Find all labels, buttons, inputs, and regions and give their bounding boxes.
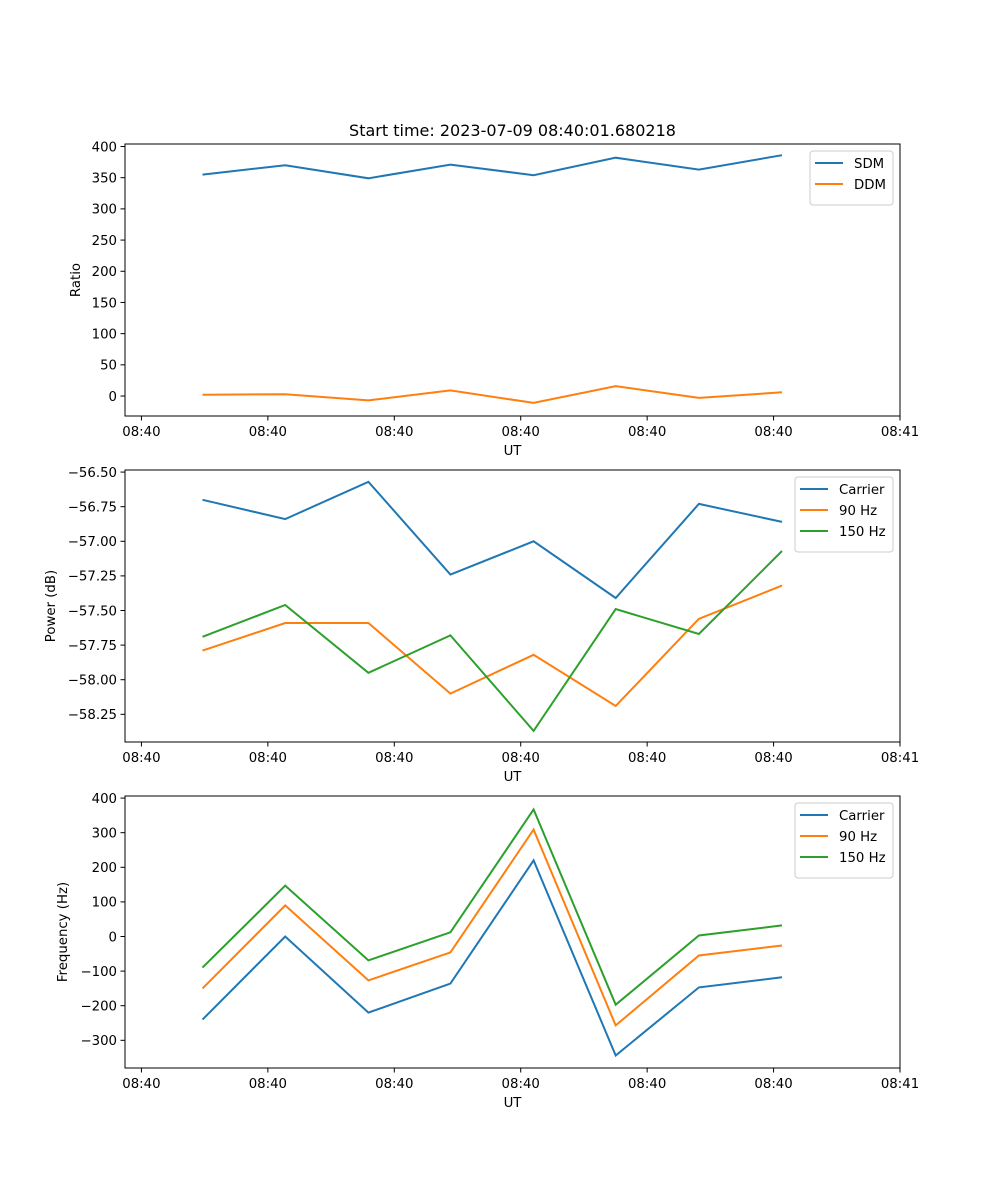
y-tick-label: −200 xyxy=(80,1000,117,1015)
legend-label: 150 Hz xyxy=(839,525,886,540)
legend-label: SDM xyxy=(854,157,884,172)
y-tick-label: −57.50 xyxy=(68,604,117,619)
y-tick-label: 0 xyxy=(109,390,117,405)
legend-label: Carrier xyxy=(839,809,885,824)
x-axis-label: UT xyxy=(504,770,523,785)
legend: Carrier 90 Hz 150 Hz xyxy=(794,802,894,879)
y-tick-label: −56.50 xyxy=(68,466,117,481)
legend-label: Carrier xyxy=(839,483,885,498)
x-axis-label: UT xyxy=(504,444,523,459)
x-tick-label: 08:40 xyxy=(122,425,160,440)
y-tick-label: 150 xyxy=(92,296,117,311)
x-tick-label: 08:40 xyxy=(122,1077,160,1092)
y-tick-label: −57.00 xyxy=(68,535,117,550)
series-line-carrier xyxy=(201,858,783,1058)
x-axis-label: UT xyxy=(504,1096,523,1111)
y-tick-label: 350 xyxy=(92,171,117,186)
x-tick-label: 08:40 xyxy=(249,751,287,766)
series-line-150-hz xyxy=(202,550,783,733)
series-line-90-hz xyxy=(201,827,783,1028)
y-tick-label: −100 xyxy=(80,965,117,980)
y-tick-label: −57.25 xyxy=(68,570,117,585)
x-tick-label: 08:40 xyxy=(502,1077,540,1092)
x-tick-label: 08:40 xyxy=(249,425,287,440)
y-tick-label: 200 xyxy=(92,861,117,876)
x-tick-label: 08:40 xyxy=(249,1077,287,1092)
y-tick-label: −58.00 xyxy=(68,674,117,689)
legend-label: 150 Hz xyxy=(839,851,886,866)
x-tick-label: 08:40 xyxy=(628,1077,666,1092)
y-tick-label: 100 xyxy=(92,896,117,911)
y-tick-label: −56.75 xyxy=(68,500,117,515)
subplot-2: 08:40 08:40 08:40 08:40 08:40 08:40 08:41 −56.5… xyxy=(44,466,919,785)
y-axis-label: Frequency (Hz) xyxy=(56,882,71,982)
y-tick-label: 200 xyxy=(92,265,117,280)
figure-title: Start time: 2023-07-09 08:40:01.680218 xyxy=(349,121,676,140)
legend-box xyxy=(794,802,894,879)
y-tick-label: 100 xyxy=(92,327,117,342)
axes-frame xyxy=(124,143,901,417)
y-tick-label: −58.25 xyxy=(68,708,117,723)
legend-box xyxy=(809,150,894,206)
legend-box xyxy=(794,476,894,553)
legend: Carrier 90 Hz 150 Hz xyxy=(794,476,894,553)
series-line-sdm xyxy=(202,154,783,180)
x-tick-label: 08:40 xyxy=(754,751,792,766)
x-tick-label: 08:40 xyxy=(502,751,540,766)
x-tick-label: 08:40 xyxy=(375,751,413,766)
y-tick-label: −300 xyxy=(80,1034,117,1049)
y-axis-label: Ratio xyxy=(69,263,84,297)
x-tick-label: 08:40 xyxy=(754,425,792,440)
x-tick-label: 08:41 xyxy=(881,1077,919,1092)
y-tick-label: 300 xyxy=(92,203,117,218)
x-tick-label: 08:40 xyxy=(754,1077,792,1092)
legend-label: DDM xyxy=(854,178,886,193)
series-line-150-hz xyxy=(201,807,783,1007)
y-tick-label: 400 xyxy=(92,140,117,155)
y-tick-label: 300 xyxy=(92,826,117,841)
series-line-carrier xyxy=(202,480,783,600)
series-line-ddm xyxy=(202,385,783,404)
y-tick-label: 250 xyxy=(92,234,117,249)
x-tick-label: 08:40 xyxy=(502,425,540,440)
x-tick-label: 08:40 xyxy=(628,751,666,766)
x-tick-label: 08:40 xyxy=(375,1077,413,1092)
y-tick-label: 0 xyxy=(109,930,117,945)
series-line-90-hz xyxy=(202,584,783,708)
x-tick-label: 08:41 xyxy=(881,425,919,440)
x-tick-label: 08:40 xyxy=(628,425,666,440)
subplot-1: 08:40 08:40 08:40 08:40 08:40 08:40 08:41 0 50 10… xyxy=(69,140,919,459)
axes-frame xyxy=(124,795,901,1069)
legend: SDM DDM xyxy=(809,150,894,206)
y-tick-label: −57.75 xyxy=(68,639,117,654)
legend-label: 90 Hz xyxy=(839,830,877,845)
axes-frame xyxy=(124,469,901,743)
subplot-3: 08:40 08:40 08:40 08:40 08:40 08:40 08:41 −300 −… xyxy=(56,792,919,1111)
y-tick-label: 50 xyxy=(100,359,117,374)
legend-label: 90 Hz xyxy=(839,504,877,519)
y-axis-label: Power (dB) xyxy=(44,570,59,642)
x-tick-label: 08:40 xyxy=(375,425,413,440)
x-tick-label: 08:41 xyxy=(881,751,919,766)
x-tick-label: 08:40 xyxy=(122,751,160,766)
y-tick-label: 400 xyxy=(92,792,117,807)
